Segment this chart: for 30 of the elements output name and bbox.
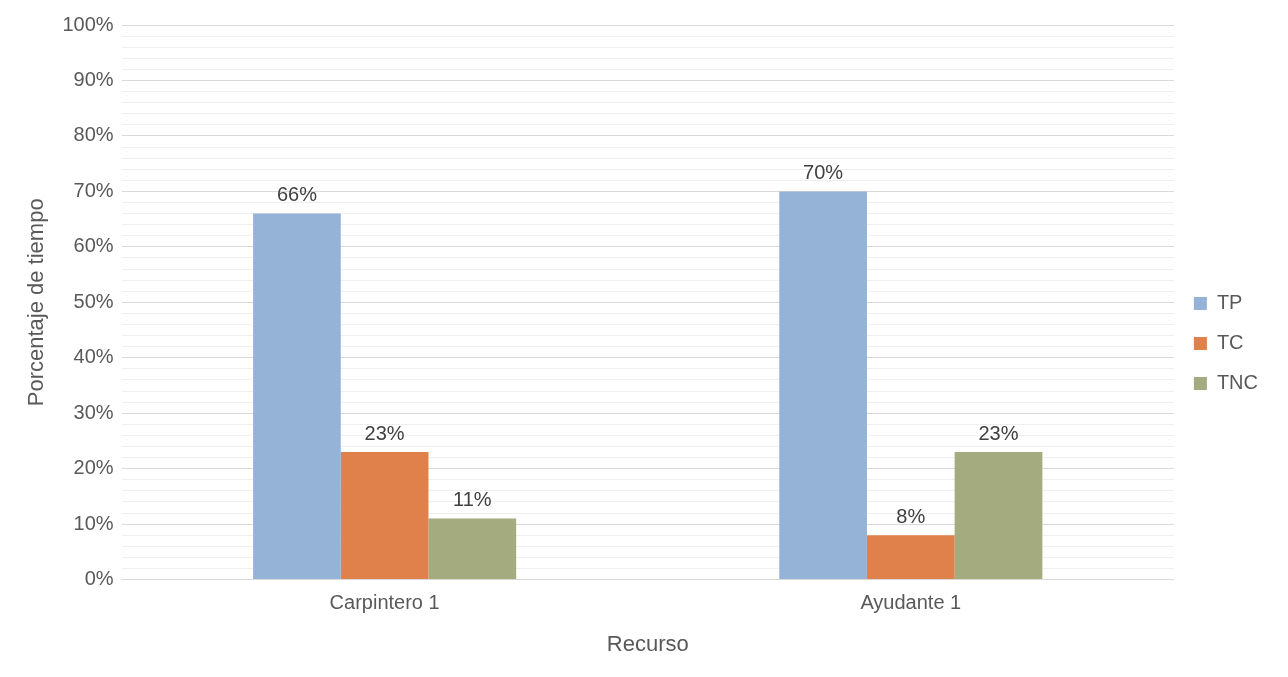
y-axis-title: Porcentaje de tiempo (23, 198, 49, 407)
y-tick-label: 100% (62, 12, 114, 35)
bar (253, 213, 341, 580)
data-label: 23% (364, 421, 405, 444)
data-label: 66% (276, 183, 318, 206)
data-label: 8% (896, 504, 926, 527)
y-tick-label: 30% (73, 400, 114, 423)
y-tick-label: 10% (73, 511, 114, 534)
y-tick-label: 70% (73, 178, 114, 201)
legend-label: TP (1216, 291, 1243, 314)
y-tick-label: 60% (73, 234, 114, 257)
x-tick-label: Carpintero 1 (329, 591, 440, 614)
x-tick-label: Ayudante 1 (860, 591, 962, 614)
bar (340, 452, 429, 580)
x-axis-title: Recurso (606, 630, 689, 656)
data-label: 70% (803, 160, 844, 183)
y-tick-label: 80% (73, 123, 114, 146)
bar (779, 191, 867, 580)
legend-label: TNC (1216, 371, 1259, 394)
y-tick-label: 90% (73, 67, 114, 90)
y-tick-label: 50% (73, 289, 114, 312)
legend-label: TC (1216, 331, 1244, 354)
bar (866, 535, 955, 580)
bar (428, 518, 517, 580)
y-tick-label: 20% (73, 456, 114, 479)
data-label: 11% (453, 488, 492, 511)
data-label: 23% (978, 421, 1019, 444)
y-tick-label: 0% (84, 567, 114, 590)
bar (954, 452, 1043, 580)
y-tick-label: 40% (73, 345, 114, 368)
